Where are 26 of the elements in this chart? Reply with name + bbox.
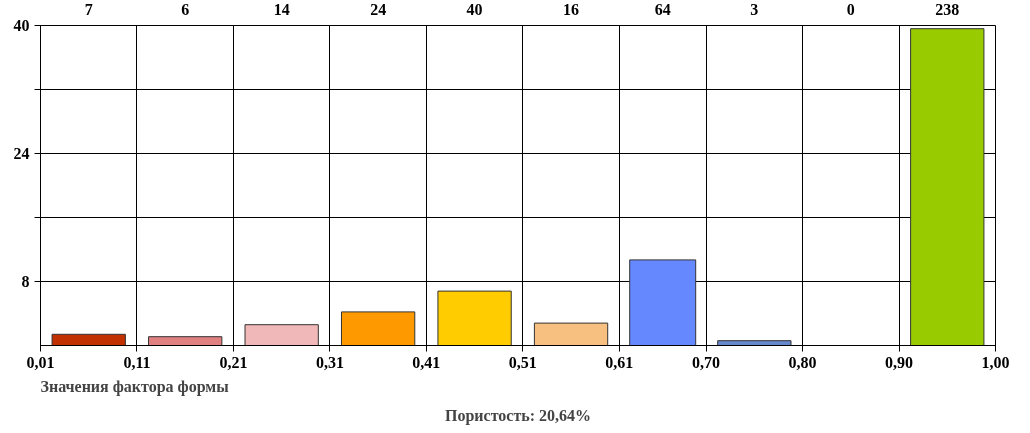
x-tick-label: 0,61 <box>605 353 634 371</box>
x-tick-label: 0,51 <box>508 353 537 371</box>
text: 14 <box>273 0 290 18</box>
x-tick-label: 0,01 <box>26 353 55 371</box>
text: 40 <box>466 0 483 18</box>
text: 16 <box>563 0 580 18</box>
x-tick-label: 0,11 <box>123 353 151 371</box>
x-tick-label: 1,00 <box>981 353 1010 371</box>
text: 64 <box>654 0 671 18</box>
y-tick-label: 24 <box>13 145 30 162</box>
y-tick-label: 8 <box>21 273 30 290</box>
text: 238 <box>935 0 960 18</box>
text: 24 <box>370 0 387 18</box>
text: 3 <box>750 0 759 18</box>
x-axis-title: Значения фактора формы <box>40 377 230 396</box>
y-tick-label: 40 <box>13 17 30 34</box>
text: 6 <box>181 0 190 18</box>
x-tick-label: 0,90 <box>885 353 914 371</box>
x-tick-label: 0,41 <box>412 353 441 371</box>
x-tick-label: 0,21 <box>219 353 248 371</box>
x-tick-label: 0,31 <box>315 353 344 371</box>
text: 7 <box>84 0 93 18</box>
text: 0 <box>846 0 855 18</box>
x-tick-label: 0,80 <box>788 353 817 371</box>
text: Пористость: 20,64% <box>444 406 592 425</box>
x-tick-label: 0,70 <box>692 353 721 371</box>
